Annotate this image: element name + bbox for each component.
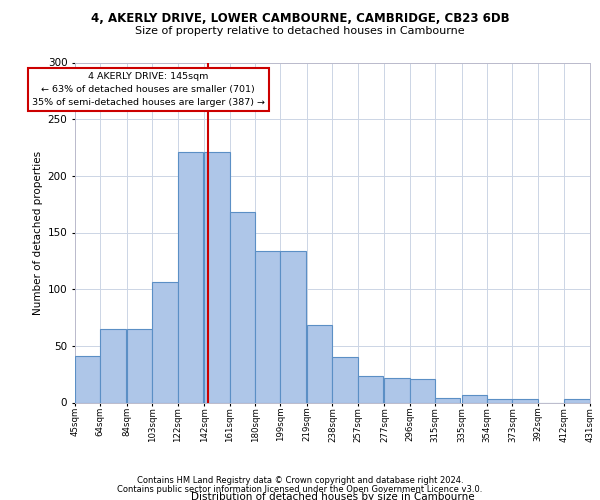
Bar: [230, 212, 255, 402]
Bar: [307, 326, 332, 402]
Bar: [487, 399, 512, 402]
Text: 4 AKERLY DRIVE: 145sqm
← 63% of detached houses are smaller (701)
35% of semi-de: 4 AKERLY DRIVE: 145sqm ← 63% of detached…: [32, 72, 265, 108]
Bar: [178, 152, 203, 403]
Text: Contains HM Land Registry data © Crown copyright and database right 2024.: Contains HM Land Registry data © Crown c…: [137, 476, 463, 485]
Bar: [100, 329, 125, 402]
Bar: [385, 378, 410, 402]
Bar: [435, 398, 460, 402]
Text: 4, AKERLY DRIVE, LOWER CAMBOURNE, CAMBRIDGE, CB23 6DB: 4, AKERLY DRIVE, LOWER CAMBOURNE, CAMBRI…: [91, 12, 509, 26]
X-axis label: Distribution of detached houses by size in Cambourne: Distribution of detached houses by size …: [191, 492, 474, 500]
Bar: [127, 329, 152, 402]
Bar: [152, 282, 178, 403]
Y-axis label: Number of detached properties: Number of detached properties: [34, 150, 43, 314]
Bar: [205, 152, 230, 403]
Bar: [75, 356, 100, 403]
Bar: [255, 250, 280, 402]
Bar: [512, 399, 538, 402]
Bar: [358, 376, 383, 402]
Bar: [280, 250, 306, 402]
Text: Size of property relative to detached houses in Cambourne: Size of property relative to detached ho…: [135, 26, 465, 36]
Bar: [565, 399, 590, 402]
Text: Contains public sector information licensed under the Open Government Licence v3: Contains public sector information licen…: [118, 485, 482, 494]
Bar: [410, 378, 435, 402]
Bar: [332, 357, 358, 403]
Bar: [462, 394, 487, 402]
